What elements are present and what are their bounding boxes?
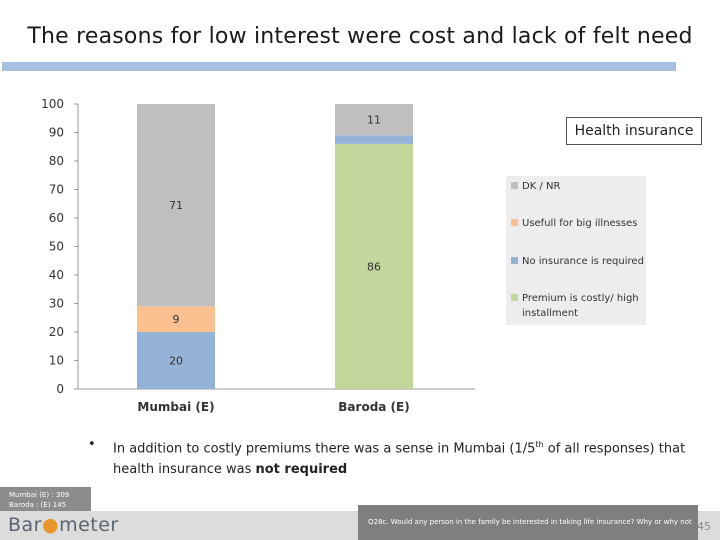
data-label-mumbai-e-dk_nr: 71 [169,199,183,212]
sample-size-box: Mumbai (E) : 309 Baroda : (E) 145 [0,487,91,513]
bullet-text-bold: not required [255,462,348,478]
y-tick-label-70: 70 [49,183,64,197]
bullet-text-middle: of all responses) that health insurance … [113,441,686,478]
data-label-mumbai-e-no_insurance: 20 [169,355,183,368]
title-underline-bar [2,62,676,71]
barometer-logo: Bar●meter [8,514,119,536]
question-footnote: Q28c. Would any person in the family be … [358,505,698,540]
bar-mumbai-e-dk_nr [137,104,215,307]
y-tick-label-50: 50 [49,240,64,254]
bullet-marker: • [88,437,96,452]
legend-swatch-no_insurance [511,257,518,264]
bar-baroda-e-dk_nr [335,104,413,136]
bullet-text: In addition to costly premiums there was… [113,434,698,480]
slide-title: The reasons for low interest were cost a… [27,24,693,49]
bar-baroda-e-costly [335,143,413,389]
page-number: 45 [697,520,711,533]
legend-label-dk_nr: DK / NR [522,181,560,192]
y-tick-label-30: 30 [49,297,64,311]
data-label-baroda-e-dk_nr: 11 [367,114,381,127]
y-tick-label-40: 40 [49,268,64,282]
legend-swatch-costly [511,294,518,301]
legend-swatch-useful [511,219,518,226]
x-tick-label-baroda-e: Baroda (E) [338,400,409,414]
sample-size-baroda: Baroda : (E) 145 [9,501,67,509]
data-label-baroda-e-costly: 86 [367,260,381,273]
legend-label-no_insurance: No insurance is required [522,256,644,267]
data-label-mumbai-e-useful: 9 [173,313,180,326]
bar-mumbai-e-no_insurance [137,332,215,389]
y-tick-label-0: 0 [56,382,64,396]
bar-baroda-e-no_insurance [335,135,413,144]
legend-label-useful: Usefull for big illnesses [522,218,637,229]
legend-background [506,176,646,325]
y-tick-label-60: 60 [49,211,64,225]
chart-annotation-box: Health insurance [566,117,702,145]
legend-label-costly: Premium is costly/ high installment [522,293,639,319]
bullet-superscript: th [535,440,544,449]
y-tick-label-100: 100 [41,97,64,111]
bullet-text-start: In addition to costly premiums there was… [113,441,536,457]
x-tick-label-mumbai-e: Mumbai (E) [137,400,214,414]
bar-mumbai-e-useful [137,306,215,332]
y-tick-label-20: 20 [49,325,64,339]
y-tick-label-10: 10 [49,354,64,368]
legend-swatch-dk_nr [511,182,518,189]
y-tick-label-90: 90 [49,126,64,140]
y-tick-label-80: 80 [49,154,64,168]
sample-size-mumbai: Mumbai (E) : 309 [9,491,70,499]
